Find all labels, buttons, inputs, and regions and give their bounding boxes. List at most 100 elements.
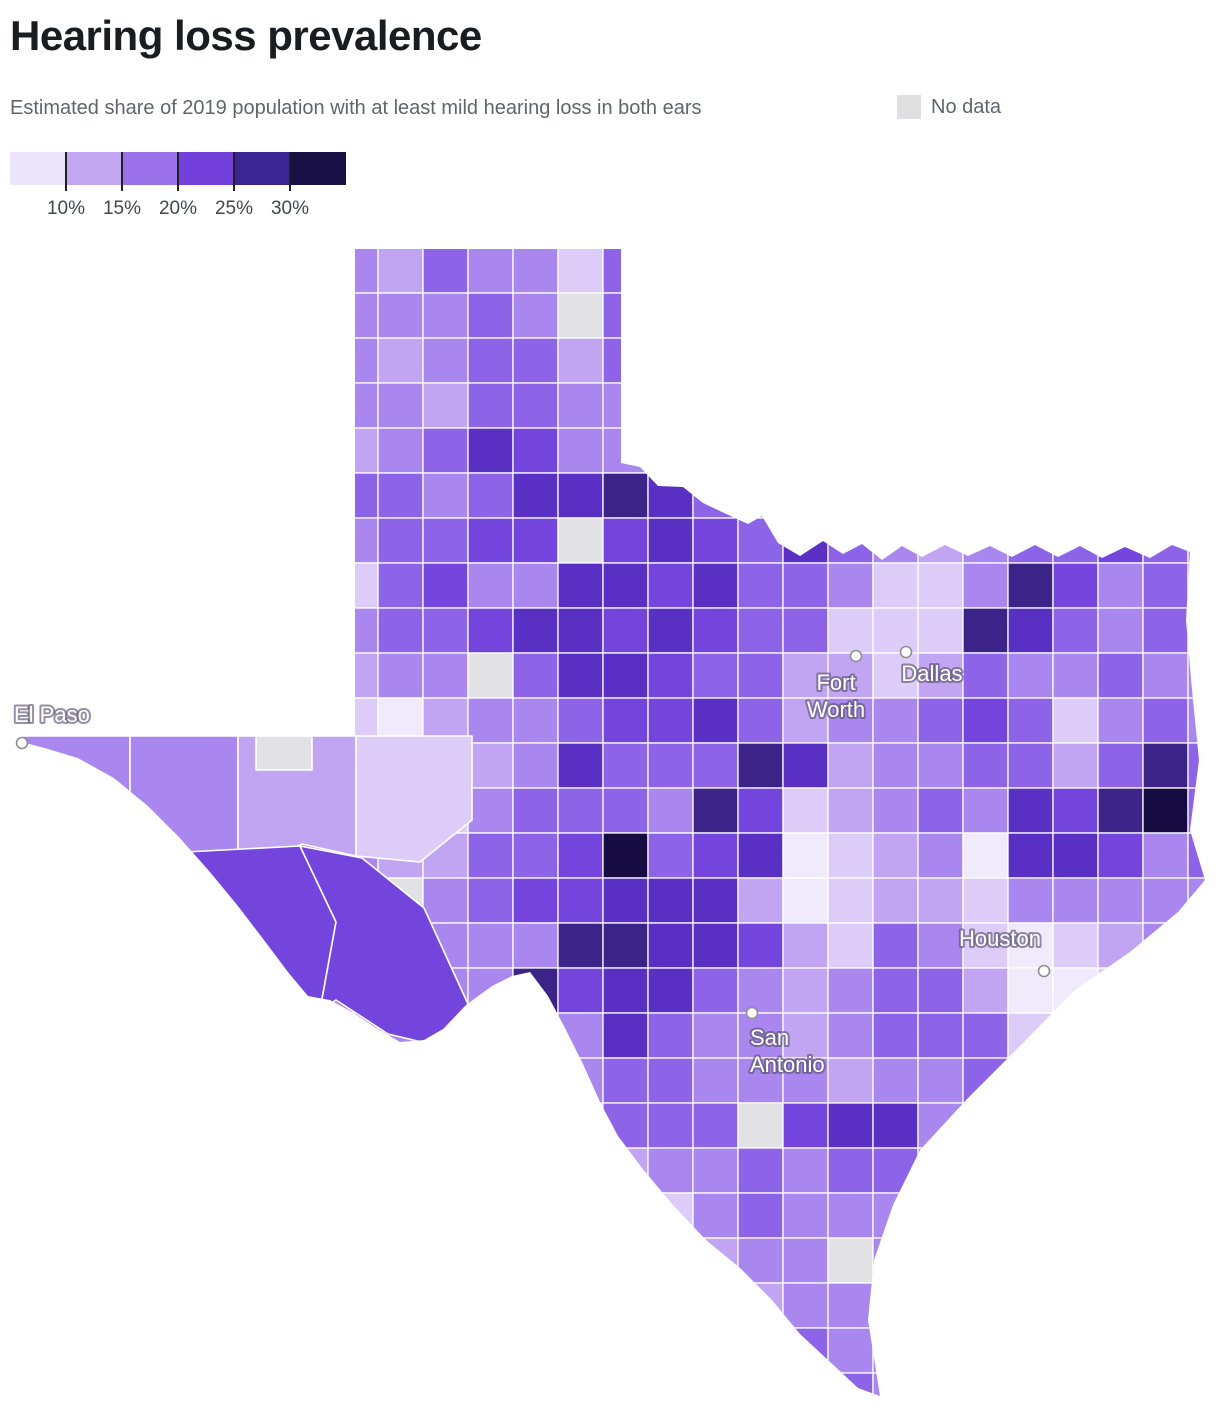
- county-cell: [647, 607, 694, 654]
- county-cell: [1007, 607, 1054, 654]
- county-cell: [827, 1327, 874, 1374]
- county-cell: [962, 697, 1009, 744]
- no-data-legend: No data: [897, 95, 1001, 119]
- county-cell: [962, 967, 1009, 1014]
- county-cell: [332, 1057, 379, 1104]
- county-cell: [62, 832, 109, 879]
- county-cell: [422, 517, 469, 564]
- county-cell: [782, 517, 829, 564]
- county-grid: [22, 249, 1205, 1396]
- county-cell: [62, 877, 109, 924]
- county-cell: [422, 1372, 469, 1396]
- county-cell: [242, 1102, 289, 1149]
- county-cell: [152, 922, 199, 969]
- county-cell: [872, 1372, 919, 1396]
- county-cell: [557, 787, 604, 834]
- county-cell: [782, 877, 829, 924]
- county-cell: [917, 697, 964, 744]
- county-cell: [1052, 1057, 1099, 1104]
- county-cell: [422, 1102, 469, 1149]
- county-cell: [647, 337, 694, 384]
- county-cell: [467, 472, 514, 519]
- legend-swatch: [122, 152, 178, 185]
- county-cell: [242, 652, 289, 699]
- county-cell: [1007, 472, 1054, 519]
- county-cell: [872, 427, 919, 474]
- county-cell: [602, 1327, 649, 1374]
- county-cell: [287, 249, 334, 294]
- county-cell: [287, 1012, 334, 1059]
- county-cell: [152, 877, 199, 924]
- county-cell: [242, 1372, 289, 1396]
- county-cell: [512, 652, 559, 699]
- county-cell: [647, 1012, 694, 1059]
- county-cell: [557, 249, 604, 294]
- color-legend: 10% 15% 20% 25% 30%: [10, 152, 350, 224]
- county-cell: [827, 562, 874, 609]
- county-cell: [107, 472, 154, 519]
- county-cell: [197, 427, 244, 474]
- county-cell: [152, 607, 199, 654]
- county-cell: [242, 292, 289, 339]
- county-cell: [962, 832, 1009, 879]
- county-cell: [332, 1237, 379, 1284]
- county-cell: [1007, 427, 1054, 474]
- county-cell: [602, 562, 649, 609]
- county-cell: [22, 967, 64, 1014]
- county-cell: [242, 337, 289, 384]
- county-cell: [1052, 292, 1099, 339]
- county-cell: [467, 922, 514, 969]
- county-cell: [872, 607, 919, 654]
- county-cell: [1187, 697, 1205, 744]
- county-cell: [647, 562, 694, 609]
- county-cell: [1187, 337, 1205, 384]
- county-cell: [872, 1102, 919, 1149]
- county-cell: [62, 652, 109, 699]
- county-cell: [1142, 382, 1189, 429]
- county-cell: [692, 1282, 739, 1329]
- county-cell: [1052, 382, 1099, 429]
- county-cell: [557, 337, 604, 384]
- county-cell: [647, 1237, 694, 1284]
- county-cell: [242, 967, 289, 1014]
- county-cell: [22, 1147, 64, 1194]
- county-cell: [287, 292, 334, 339]
- county-cell: [152, 1147, 199, 1194]
- county-cell: [107, 1372, 154, 1396]
- county-cell: [197, 382, 244, 429]
- city-label: Worth: [807, 697, 865, 722]
- county-cell: [872, 1282, 919, 1329]
- county-cell: [1052, 1192, 1099, 1239]
- county-cell: [647, 877, 694, 924]
- county-cell: [1007, 562, 1054, 609]
- county-cell: [962, 1282, 1009, 1329]
- county-cell: [1007, 337, 1054, 384]
- county-cell: [1142, 877, 1189, 924]
- county-cell: [872, 1012, 919, 1059]
- legend-tick-mark: [177, 152, 179, 191]
- county-cell: [782, 1147, 829, 1194]
- county-cell: [197, 652, 244, 699]
- county-cell: [737, 1282, 784, 1329]
- county-cell: [512, 922, 559, 969]
- county-cell: [467, 562, 514, 609]
- county-cell: [1187, 787, 1205, 834]
- county-cell: [512, 1057, 559, 1104]
- county-cell: [1142, 967, 1189, 1014]
- county-cell: [1142, 922, 1189, 969]
- county-cell: [512, 249, 559, 294]
- county-cell: [917, 1372, 964, 1396]
- county-cell: [197, 292, 244, 339]
- legend-tick-mark: [65, 152, 67, 191]
- county-cell: [22, 1192, 64, 1239]
- county-cell: [467, 517, 514, 564]
- county-cell: [1097, 562, 1144, 609]
- no-data-label: No data: [931, 95, 1002, 118]
- county-cell: [692, 967, 739, 1014]
- county-cell: [332, 562, 379, 609]
- county-cell: [962, 1192, 1009, 1239]
- county-cell: [467, 1192, 514, 1239]
- county-cell: [962, 1012, 1009, 1059]
- county-cell: [737, 742, 784, 789]
- county-cell: [512, 292, 559, 339]
